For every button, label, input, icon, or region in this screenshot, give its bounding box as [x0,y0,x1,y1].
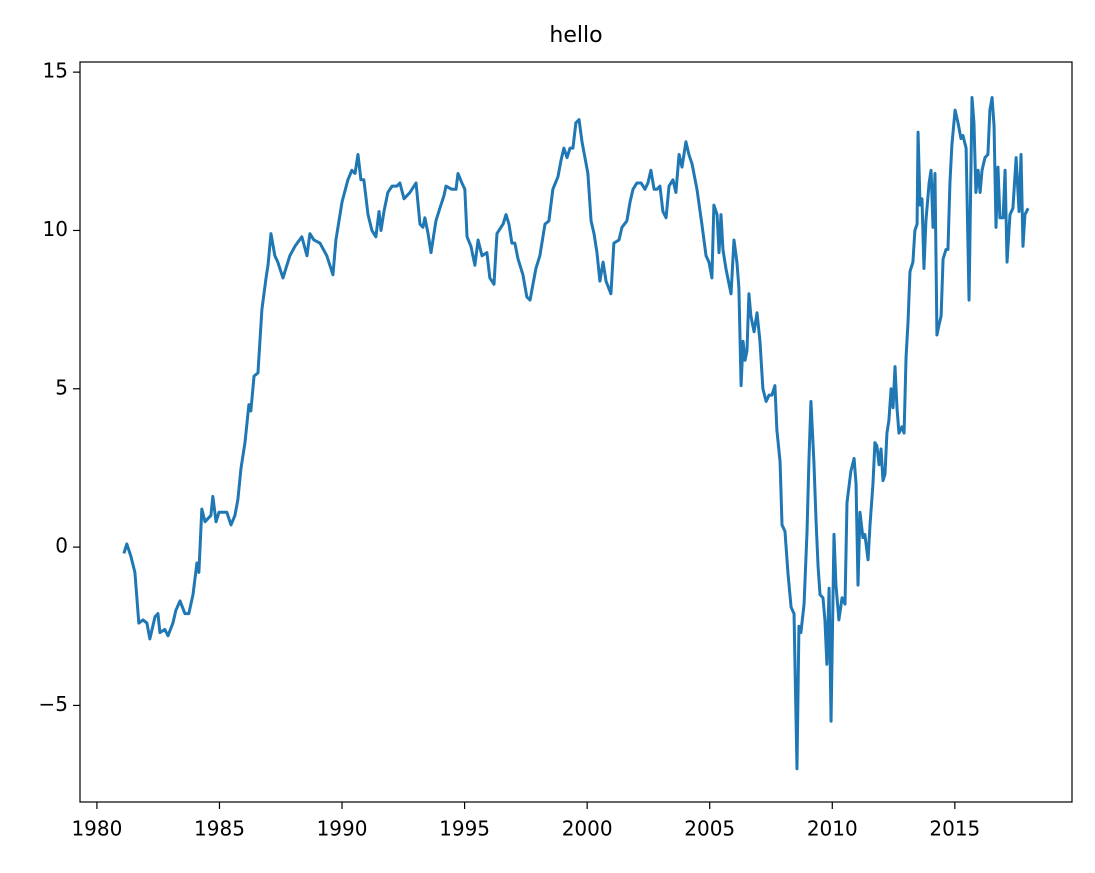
y-tick-label: 0 [55,534,68,558]
x-tick-label: 1980 [71,817,122,841]
x-tick-label: 2010 [807,817,858,841]
x-tick-label: 1995 [439,817,490,841]
x-tick-label: 2000 [562,817,613,841]
x-tick-label: 1985 [194,817,245,841]
data-line [122,95,1030,771]
y-tick-label: 10 [43,217,68,241]
y-tick-label: 15 [43,59,68,83]
y-tick-label: −5 [39,692,68,716]
x-tick-label: 2015 [929,817,980,841]
y-tick-label: 5 [55,375,68,399]
x-tick-label: 1990 [317,817,368,841]
plot-frame [79,61,1073,803]
chart-title: hello [549,23,602,48]
x-tick-label: 2005 [684,817,735,841]
